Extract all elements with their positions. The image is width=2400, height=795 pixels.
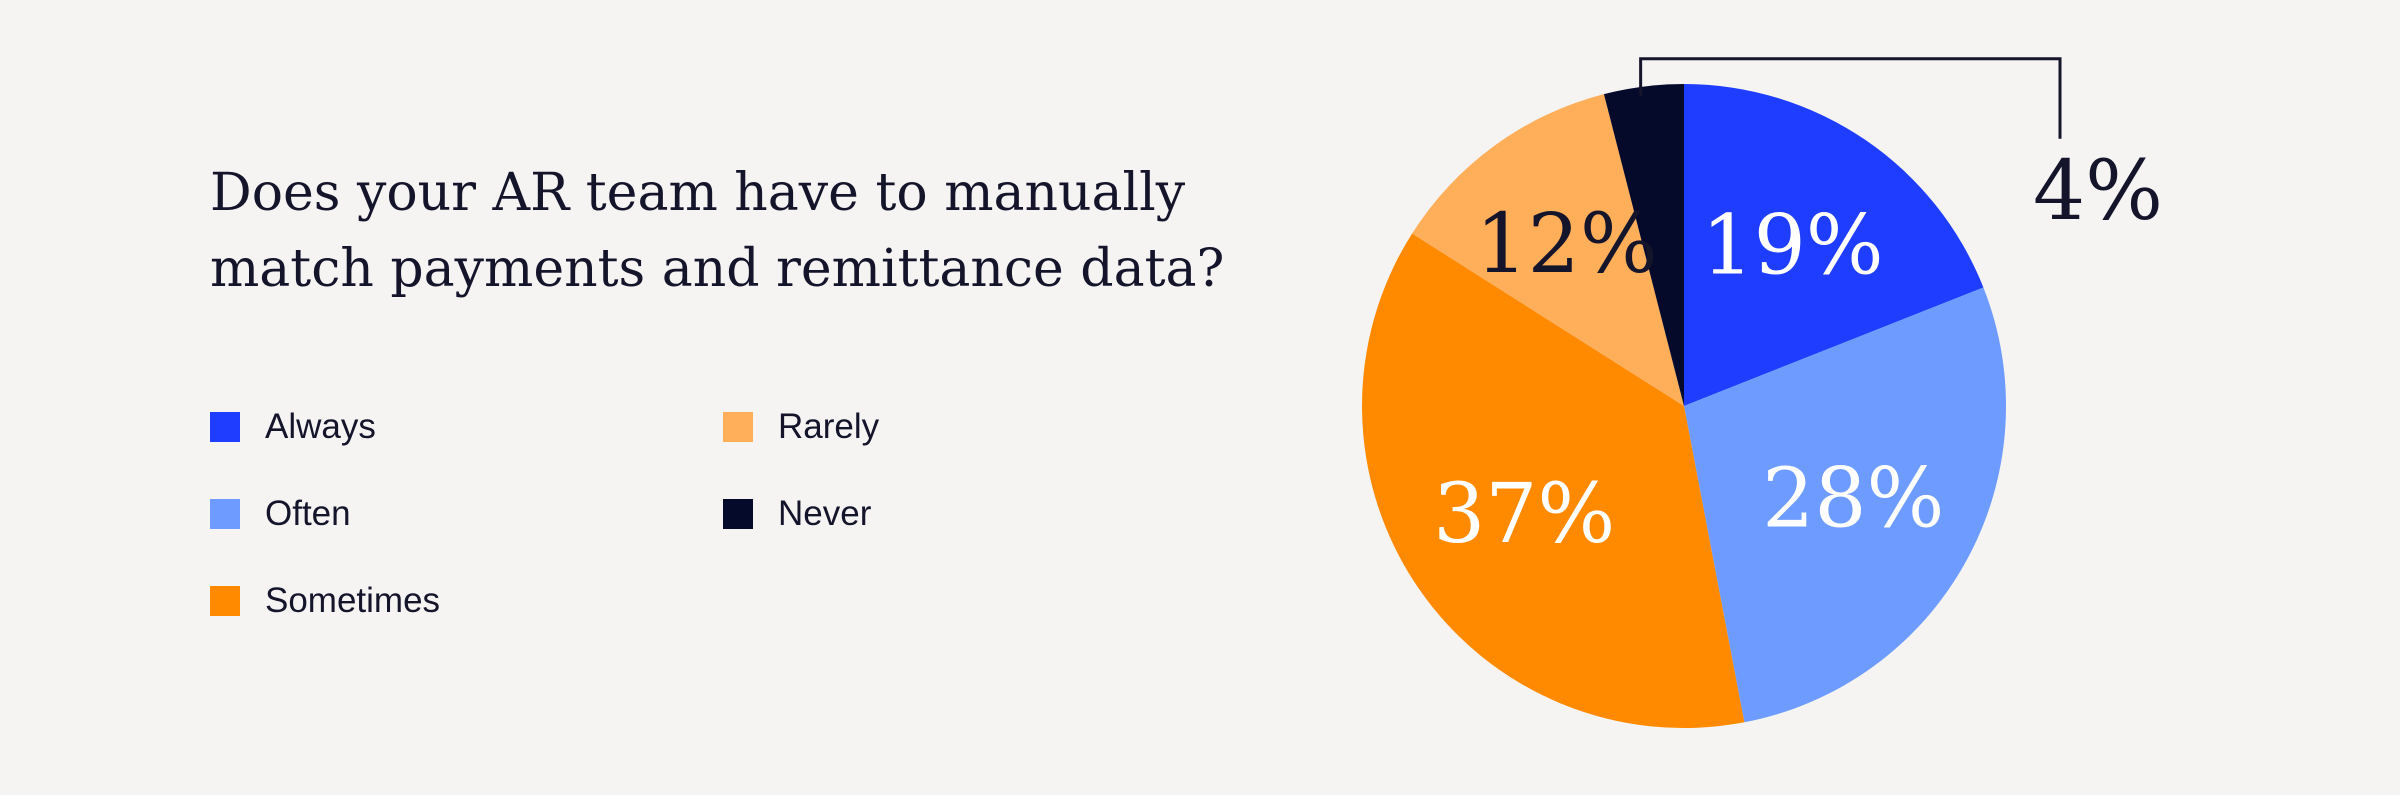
legend-swatch-rarely	[723, 412, 753, 442]
legend-label-often: Often	[265, 494, 351, 533]
legend-item-always: Always	[210, 405, 376, 449]
pie-slice-rarely	[1412, 94, 1684, 407]
legend-item-never: Never	[723, 492, 871, 536]
slice-label-rarely: 12%	[1476, 197, 1658, 292]
legend-swatch-always	[210, 412, 240, 442]
slice-label-always: 19%	[1701, 199, 1883, 294]
slice-labels: 19% 28% 37% 12% 4%	[1433, 144, 2163, 562]
legend-label-rarely: Rarely	[778, 407, 880, 446]
pie-chart: 19% 28% 37% 12% 4%	[1362, 57, 2163, 728]
legend-item-sometimes: Sometimes	[210, 579, 440, 623]
legend-swatch-sometimes	[210, 586, 240, 616]
legend-swatch-often	[210, 499, 240, 529]
pie-slice-never	[1603, 84, 1684, 406]
chart-title: Does your AR team have to manually match…	[210, 163, 1225, 299]
legend-label-sometimes: Sometimes	[265, 581, 441, 620]
slice-label-never: 4%	[2033, 144, 2163, 239]
leader-lines	[1639, 57, 2062, 139]
slice-label-sometimes: 37%	[1433, 467, 1615, 562]
legend-swatch-never	[723, 499, 753, 529]
legend-label-never: Never	[778, 494, 872, 533]
pie-slices	[1362, 84, 2006, 728]
legend: Always Often Sometimes Rarely Never	[210, 405, 1030, 645]
pie-slice-sometimes	[1362, 233, 1745, 728]
legend-item-often: Often	[210, 492, 351, 536]
slice-label-often: 28%	[1762, 452, 1944, 547]
pie-slice-always	[1684, 84, 1984, 406]
legend-label-always: Always	[265, 407, 376, 446]
leader-line-never	[1639, 57, 2062, 139]
pie-slice-often	[1684, 287, 2006, 723]
legend-item-rarely: Rarely	[723, 405, 879, 449]
